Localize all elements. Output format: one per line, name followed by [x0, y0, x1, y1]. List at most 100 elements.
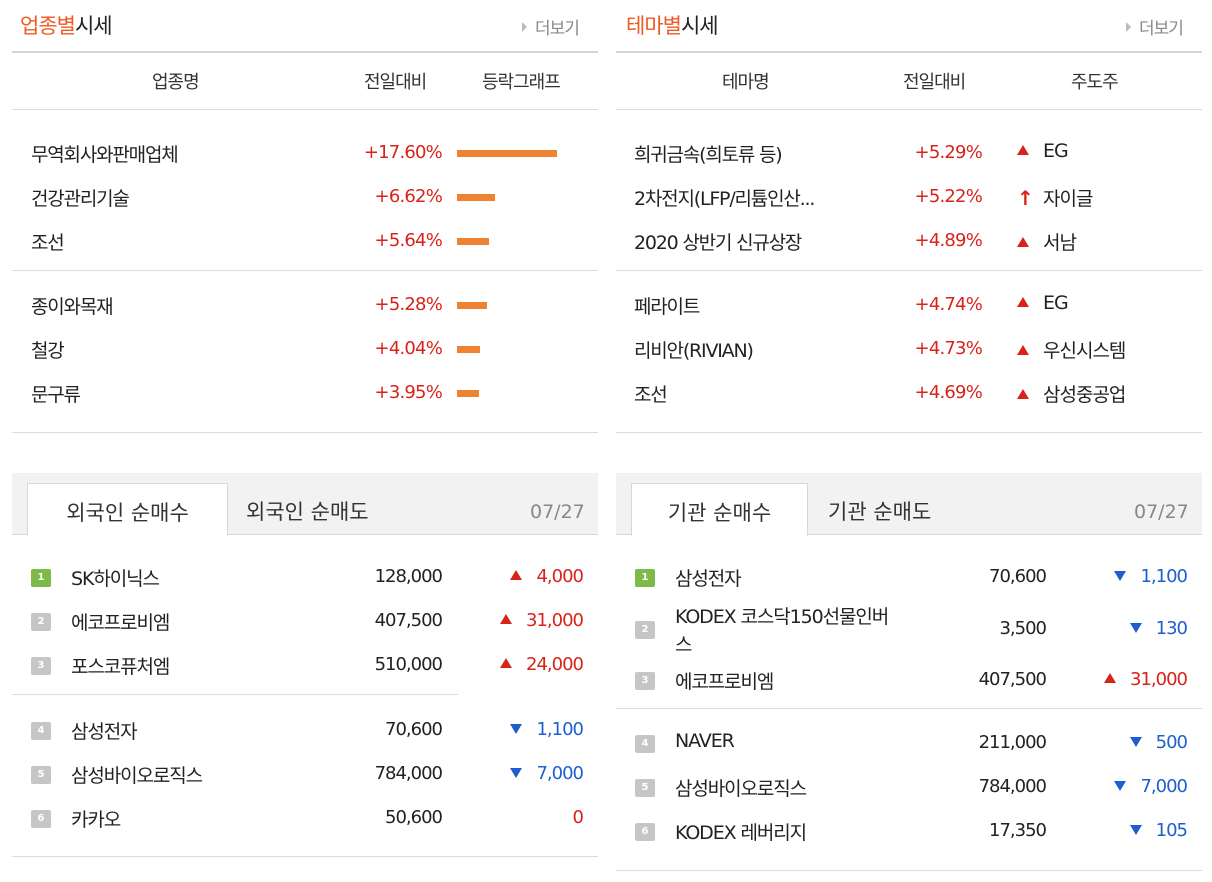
stock-name[interactable]: KODEX 코스닥150선물인버	[675, 606, 889, 628]
divider	[616, 708, 1202, 709]
divider	[12, 694, 458, 695]
theme-row-name[interactable]: 조선	[634, 384, 668, 406]
theme-leader-stock[interactable]: EG	[1017, 140, 1069, 162]
up-triangle-icon	[500, 614, 513, 624]
theme-leader-stock[interactable]: 삼성중공업	[1017, 380, 1126, 407]
stock-name[interactable]: 에코프로비엠	[675, 671, 774, 693]
stock-price: 3,500	[999, 618, 1047, 639]
stock-name[interactable]: 삼성전자	[675, 568, 742, 590]
stock-change: 4,000	[510, 566, 584, 587]
tab-institution-net-sell[interactable]: 기관 순매도	[828, 500, 932, 524]
rank-badge: 2	[31, 613, 51, 631]
stock-name[interactable]: 삼성바이오로직스	[71, 765, 203, 787]
theme-leader-stock[interactable]: 서남	[1017, 228, 1077, 255]
industry-row-name[interactable]: 조선	[31, 232, 65, 254]
change-value: 7,000	[1140, 776, 1188, 797]
down-triangle-icon	[1114, 571, 1127, 581]
change-value: 24,000	[526, 654, 584, 675]
stock-name[interactable]: 삼성바이오로직스	[675, 778, 807, 800]
tab-foreign-net-sell[interactable]: 외국인 순매도	[246, 500, 369, 524]
industry-change-bar	[457, 346, 480, 353]
down-triangle-icon	[1129, 737, 1142, 747]
stock-change: 130	[1129, 618, 1188, 639]
theme-leader-stock[interactable]: 우신시스템	[1017, 336, 1126, 363]
change-value: 130	[1155, 618, 1188, 639]
change-value: 31,000	[526, 610, 584, 631]
stock-change: 1,100	[1114, 566, 1188, 587]
stock-price: 70,600	[385, 719, 443, 740]
divider	[616, 870, 1202, 871]
trade-date: 07/27	[1134, 501, 1189, 523]
down-triangle-icon	[1114, 781, 1127, 791]
theme-row-change: +4.89%	[914, 230, 983, 251]
stock-price: 784,000	[374, 763, 443, 784]
up-triangle-icon	[1017, 145, 1029, 155]
industry-row-name[interactable]: 건강관리기술	[31, 188, 130, 210]
stock-price: 50,600	[385, 807, 443, 828]
stock-name-cont[interactable]: 스	[675, 634, 693, 656]
industry-change-bar	[457, 390, 479, 397]
change-value: 1,100	[1140, 566, 1188, 587]
industry-row-change: +5.64%	[374, 230, 443, 251]
divider	[12, 270, 598, 271]
industry-row-name[interactable]: 철강	[31, 340, 65, 362]
stock-name[interactable]: NAVER	[675, 730, 735, 752]
stock-price: 510,000	[374, 654, 443, 675]
up-triangle-icon	[500, 658, 513, 668]
stock-name[interactable]: KODEX 레버리지	[675, 822, 807, 844]
divider	[616, 432, 1202, 433]
industry-row-name[interactable]: 문구류	[31, 384, 81, 406]
up-triangle-icon	[1104, 673, 1117, 683]
change-value: 105	[1155, 820, 1188, 841]
theme-more-link[interactable]: 더보기	[1126, 14, 1184, 39]
stock-name[interactable]: SK하이닉스	[71, 568, 160, 590]
theme-row-change: +5.22%	[914, 186, 983, 207]
down-triangle-icon	[1129, 623, 1142, 633]
stock-price: 128,000	[374, 566, 443, 587]
stock-change: 0	[572, 807, 584, 828]
leader-name: 서남	[1043, 232, 1077, 254]
industry-row-name[interactable]: 무역회사와판매업체	[31, 144, 179, 166]
stock-name[interactable]: 에코프로비엠	[71, 612, 170, 634]
theme-row-name[interactable]: 희귀금속(희토류 등)	[634, 144, 783, 166]
stock-change: 31,000	[500, 610, 584, 631]
change-value: 1,100	[536, 719, 584, 740]
theme-row-name[interactable]: 2020 상반기 신규상장	[634, 232, 802, 254]
stock-name[interactable]: 포스코퓨처엠	[71, 656, 170, 678]
industry-more-link[interactable]: 더보기	[522, 14, 580, 39]
change-value: 7,000	[536, 763, 584, 784]
stock-price: 784,000	[978, 776, 1047, 797]
industry-title: 업종별시세	[20, 14, 113, 38]
stock-price: 70,600	[989, 566, 1047, 587]
tab-foreign-net-buy[interactable]: 외국인 순매수	[27, 483, 228, 536]
rank-badge: 3	[31, 657, 51, 675]
change-value: 500	[1155, 732, 1188, 753]
down-triangle-icon	[510, 768, 523, 778]
industry-row-name[interactable]: 종이와목재	[31, 296, 114, 318]
divider	[12, 109, 598, 110]
change-value: 0	[572, 807, 584, 828]
stock-change: 7,000	[1114, 776, 1188, 797]
leader-name: 자이글	[1043, 188, 1093, 210]
up-triangle-icon	[1017, 297, 1029, 307]
stock-name[interactable]: 카카오	[71, 809, 121, 831]
stock-name[interactable]: 삼성전자	[71, 721, 138, 743]
stock-change: 24,000	[500, 654, 584, 675]
stock-change: 500	[1129, 732, 1188, 753]
leader-name: 우신시스템	[1043, 340, 1126, 362]
theme-row-name[interactable]: 페라이트	[634, 296, 700, 318]
theme-leader-stock[interactable]: ↑ 자이글	[1017, 184, 1093, 211]
industry-row-change: +5.28%	[374, 294, 443, 315]
col-header-leader: 주도주	[1071, 72, 1119, 93]
theme-leader-stock[interactable]: EG	[1017, 292, 1069, 314]
theme-row-name[interactable]: 2차전지(LFP/리튬인산...	[634, 188, 815, 210]
down-triangle-icon	[510, 724, 523, 734]
caret-right-icon	[522, 22, 527, 32]
col-header-graph: 등락그래프	[482, 72, 561, 93]
industry-change-bar	[457, 302, 487, 309]
tab-institution-net-buy[interactable]: 기관 순매수	[631, 483, 808, 536]
theme-row-name[interactable]: 리비안(RIVIAN)	[634, 340, 754, 362]
rank-badge: 1	[635, 569, 655, 587]
rank-badge: 6	[635, 823, 655, 841]
foreign-tabbar: 외국인 순매수 외국인 순매도 07/27	[12, 473, 598, 536]
